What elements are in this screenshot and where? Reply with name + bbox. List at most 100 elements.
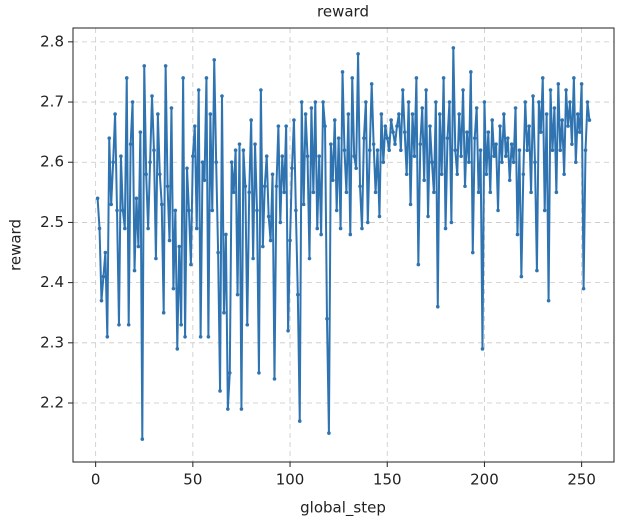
point	[202, 178, 207, 183]
point	[383, 124, 388, 128]
point	[533, 160, 537, 165]
point	[245, 322, 250, 327]
point	[338, 226, 343, 231]
point	[313, 100, 318, 104]
point	[270, 172, 275, 177]
point	[459, 154, 463, 159]
point	[344, 190, 349, 195]
point	[416, 262, 421, 267]
point	[97, 226, 102, 231]
point	[504, 154, 508, 159]
point	[560, 118, 564, 122]
y-tick-label: 2.2	[40, 394, 64, 412]
point	[486, 130, 491, 134]
point	[255, 208, 259, 213]
point	[103, 250, 108, 255]
point	[465, 130, 469, 134]
plot-frame	[72, 27, 615, 463]
point	[156, 112, 160, 116]
point	[412, 154, 417, 159]
line	[96, 46, 591, 441]
point	[307, 256, 312, 261]
point	[369, 82, 374, 86]
point	[496, 208, 500, 213]
point	[544, 112, 549, 116]
point	[424, 88, 428, 92]
point	[146, 226, 150, 231]
point	[222, 310, 226, 315]
point	[435, 304, 440, 309]
point	[371, 142, 376, 146]
point	[130, 100, 135, 104]
point	[494, 142, 498, 146]
y-axis-label: reward	[7, 219, 25, 271]
point	[144, 172, 148, 177]
point	[220, 94, 224, 98]
point	[521, 172, 526, 177]
point	[123, 226, 127, 231]
point	[362, 136, 366, 140]
point	[251, 256, 255, 261]
point	[523, 100, 528, 104]
point	[196, 88, 201, 92]
point	[461, 88, 465, 92]
point	[574, 160, 578, 165]
point	[214, 160, 218, 165]
point	[340, 70, 345, 74]
point	[115, 208, 119, 213]
point	[350, 76, 355, 80]
point	[531, 94, 535, 98]
point	[437, 112, 442, 116]
point	[309, 106, 314, 110]
point	[422, 178, 426, 183]
point	[346, 112, 351, 116]
point	[389, 118, 393, 122]
point	[241, 148, 246, 152]
point	[400, 88, 405, 92]
point	[159, 202, 164, 207]
point	[132, 268, 137, 273]
point	[303, 112, 308, 116]
point	[194, 226, 199, 231]
point	[348, 232, 353, 237]
point	[216, 250, 220, 255]
x-tick-label: 0	[91, 471, 101, 489]
point	[163, 64, 168, 68]
point	[564, 88, 568, 92]
point	[484, 172, 489, 177]
point	[517, 148, 522, 152]
point	[397, 112, 401, 116]
point	[418, 142, 423, 146]
point	[218, 389, 222, 393]
point	[498, 124, 502, 128]
point	[105, 334, 110, 339]
point	[138, 130, 143, 134]
y-tick-label: 2.3	[40, 333, 64, 351]
point	[387, 148, 391, 152]
point	[181, 76, 185, 80]
point	[535, 268, 539, 273]
point	[200, 160, 205, 165]
point	[441, 76, 446, 80]
point	[121, 208, 125, 213]
point	[519, 274, 524, 279]
point	[566, 124, 570, 128]
point	[321, 100, 325, 104]
point	[165, 184, 170, 189]
y-tick-label: 2.8	[40, 32, 64, 50]
point	[290, 166, 294, 171]
point	[430, 160, 434, 165]
point	[502, 112, 506, 116]
point	[288, 238, 292, 243]
point	[99, 298, 104, 303]
y-tick-label: 2.4	[40, 273, 64, 291]
point	[410, 112, 415, 116]
point	[439, 172, 444, 177]
point	[453, 148, 458, 152]
point	[505, 136, 510, 140]
point	[513, 106, 518, 110]
point	[525, 148, 530, 152]
point	[305, 154, 310, 159]
point	[278, 220, 283, 225]
